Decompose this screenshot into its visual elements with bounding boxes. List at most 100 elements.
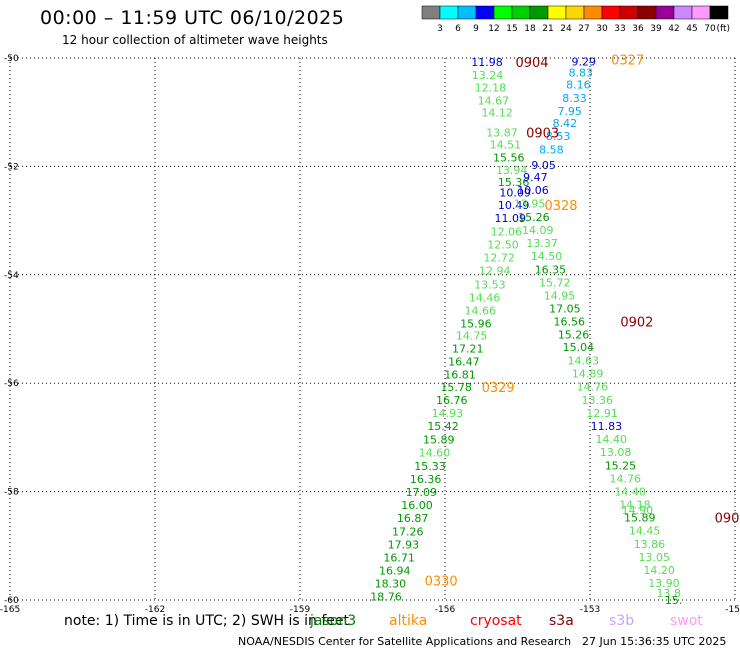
footer-timestamp: 27 Jun 15:36:35 UTC 2025 <box>582 635 726 648</box>
wave-height-value: 15.33 <box>414 460 446 473</box>
colorbar-swatch <box>475 5 495 20</box>
wave-height-value: 16.35 <box>535 263 567 276</box>
colorbar-label: 24 <box>560 24 572 34</box>
wave-height-value: 14.40 <box>614 486 646 499</box>
wave-height-value: 10.06 <box>517 184 549 197</box>
colorbar-swatch <box>583 5 603 20</box>
wave-height-value: 8.53 <box>546 130 571 143</box>
wave-height-value: 16.71 <box>383 552 415 565</box>
pass-time-label: 0328 <box>544 199 577 214</box>
wave-height-value: 17.21 <box>452 343 484 356</box>
wave-height-value: 14.90 <box>622 504 654 517</box>
colorbar-swatch <box>709 5 729 20</box>
x-tick-label: -15 <box>725 605 740 615</box>
wave-height-value: 11.98 <box>471 56 503 69</box>
colorbar-swatch <box>493 5 513 20</box>
pass-time-labels: 0904 0327 0903 0328 0902 0329 0901 0330 <box>425 54 740 590</box>
colorbar-swatch <box>619 5 639 20</box>
wave-height-value: 13.95 <box>514 197 546 210</box>
wave-height-value: 16.56 <box>553 315 585 328</box>
colorbar-label: 9 <box>473 24 479 34</box>
chart-grid <box>9 57 736 601</box>
wave-height-value: 13.53 <box>474 279 506 292</box>
wave-height-value: 13.90 <box>648 577 680 590</box>
wave-height-value: 15.26 <box>558 328 590 341</box>
wave-height-value: 13.37 <box>526 237 558 250</box>
colorbar-label: 30 <box>596 24 608 34</box>
wave-height-value: 15.89 <box>624 512 656 525</box>
pass-time-label: 0903 <box>526 126 559 141</box>
chart-subtitle: 12 hour collection of altimeter wave hei… <box>62 33 328 47</box>
wave-height-value: 14.93 <box>432 407 464 420</box>
wave-height-value: 16.47 <box>448 356 480 369</box>
wave-height-value: 14.18 <box>619 499 651 512</box>
y-tick-label: -56 <box>4 379 19 389</box>
wave-height-value: 14.51 <box>490 139 522 152</box>
wave-height-value: 12.50 <box>487 238 519 251</box>
wave-height-value: 13.86 <box>634 538 666 551</box>
colorbar-label: 18 <box>524 24 536 34</box>
colorbar-swatch <box>691 5 711 20</box>
wave-height-value: 12.91 <box>586 407 618 420</box>
wave-height-value: 15.56 <box>493 152 525 165</box>
wave-height-value: 16.81 <box>444 369 476 382</box>
wave-height-value: 16.00 <box>401 499 433 512</box>
chart-axes: -50 -52 -54 -56 -58 -60-165 -162 -159 -156 -153 -1… <box>0 54 740 615</box>
colorbar-label: 45 <box>686 24 697 34</box>
wave-height-value: 7.95 <box>557 105 582 118</box>
colorbar-swatch <box>439 5 459 20</box>
wave-height-value: 13.8 <box>657 587 682 600</box>
wave-height-value: 14.76 <box>577 380 609 393</box>
wave-height-value: 14.20 <box>643 564 675 577</box>
x-tick-label: -156 <box>435 605 456 615</box>
wave-height-value: 15.42 <box>427 420 459 433</box>
pass-time-label: 0329 <box>482 381 515 396</box>
pass-time-label: 0901 <box>715 512 740 527</box>
wave-height-value: 18.76 <box>370 591 402 604</box>
wave-height-value: 15.26 <box>518 211 550 224</box>
wave-height-value: 15.96 <box>460 318 492 331</box>
wave-height-value: 11.09 <box>495 212 527 225</box>
wave-height-value: 11.83 <box>591 420 623 433</box>
colorbar-label: 6 <box>455 24 461 34</box>
wave-height-value: 16.76 <box>436 394 468 407</box>
colorbar-swatch <box>457 5 477 20</box>
colorbar-label: 12 <box>488 24 499 34</box>
y-tick-label: -58 <box>4 488 19 498</box>
wave-height-value: 13.36 <box>582 394 614 407</box>
pass-time-label: 0327 <box>611 54 644 69</box>
wave-height-value: 8.83 <box>569 67 594 80</box>
colorbar-swatch <box>637 5 657 20</box>
wave-height-value: 8.16 <box>566 79 591 92</box>
legend-item-s3b: s3b <box>609 613 634 629</box>
colorbar-swatch <box>511 5 531 20</box>
wave-height-value: 15.04 <box>563 341 595 354</box>
colorbar-label: 70 <box>704 24 716 34</box>
x-tick-label: -165 <box>0 605 20 615</box>
wave-height-value: 14.60 <box>419 447 451 460</box>
legend-item-cryosat: cryosat <box>470 613 522 629</box>
legend-item-swot: swot <box>670 613 703 629</box>
wave-height-value: 16.94 <box>379 565 411 578</box>
colorbar-label: 21 <box>542 24 553 34</box>
footer-credit: NOAA/NESDIS Center for Satellite Applica… <box>238 635 571 648</box>
wave-height-value: 17.05 <box>549 302 581 315</box>
wave-height-value: 8.58 <box>539 144 564 157</box>
wave-height-value: 9.29 <box>571 55 596 68</box>
wave-height-value: 13.24 <box>472 69 504 82</box>
wave-height-value: 10.09 <box>499 186 531 199</box>
wave-height-value: 8.42 <box>553 117 578 130</box>
legend-item-altika: altika <box>389 613 427 629</box>
wave-height-value: 17.26 <box>392 526 424 539</box>
colorbar-label: 27 <box>578 24 589 34</box>
wave-height-value: 12.06 <box>491 225 523 238</box>
pass-time-label: 0902 <box>620 315 653 330</box>
x-tick-label: -162 <box>145 605 165 615</box>
wave-height-value: 14.75 <box>456 330 488 343</box>
wave-height-value: 14.63 <box>567 354 599 367</box>
wave-height-value: 14.50 <box>531 250 563 263</box>
wave-height-value: 12.72 <box>483 251 515 264</box>
legend-item-jason3: jason3 <box>309 613 356 629</box>
